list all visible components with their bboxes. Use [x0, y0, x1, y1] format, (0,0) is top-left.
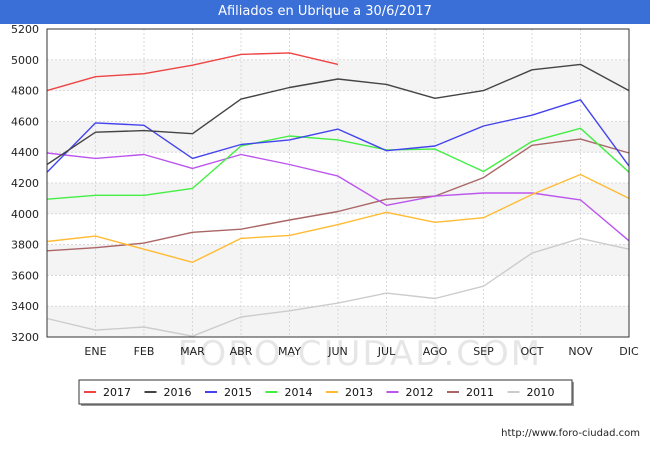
- plot-border: [46, 28, 630, 338]
- x-tick-label: JUN: [327, 345, 348, 358]
- y-tick-label: 5000: [11, 54, 39, 67]
- legend-label-2017: 2017: [103, 386, 131, 399]
- series-line-2010: [46, 237, 630, 337]
- y-tick-label: 4600: [11, 115, 39, 128]
- y-tick-label: 4000: [11, 208, 39, 221]
- legend-label-2013: 2013: [345, 386, 373, 399]
- x-tick-label: MAR: [180, 345, 205, 358]
- legend-label-2014: 2014: [285, 386, 313, 399]
- legend-label-2010: 2010: [527, 386, 555, 399]
- x-tick-label: AGO: [423, 345, 448, 358]
- y-tick-label: 3800: [11, 239, 39, 252]
- y-tick-label: 3400: [11, 300, 39, 313]
- x-tick-label: SEP: [473, 345, 494, 358]
- series-line-2011: [46, 138, 630, 252]
- legend-box: [78, 379, 573, 405]
- x-tick-label: NOV: [568, 345, 593, 358]
- legend-label-2011: 2011: [466, 386, 494, 399]
- legend-label-2015: 2015: [224, 386, 252, 399]
- series-line-2017: [46, 52, 339, 92]
- watermark: FORO-CIUDAD.COM: [178, 334, 542, 374]
- y-tick-label: 4200: [11, 177, 39, 190]
- y-tick-label: 3600: [11, 269, 39, 282]
- x-tick-label: ENE: [84, 345, 106, 358]
- x-tick-label: FEB: [134, 345, 155, 358]
- series-line-2014: [46, 127, 630, 200]
- x-tick-label: DIC: [619, 345, 639, 358]
- x-tick-label: OCT: [520, 345, 543, 358]
- x-tick-label: ABR: [230, 345, 253, 358]
- series-lines: [46, 52, 630, 337]
- x-tick-label: JUL: [377, 345, 396, 358]
- footer-url[interactable]: http://www.foro-ciudad.com: [501, 428, 640, 439]
- series-line-2016: [46, 63, 630, 166]
- title-bar: [0, 0, 650, 24]
- series-line-2013: [46, 173, 630, 263]
- legend-label-2016: 2016: [164, 386, 192, 399]
- x-tick-label: MAY: [278, 345, 301, 358]
- y-tick-label: 4400: [11, 146, 39, 159]
- x-axis-ticks: ENE FEB MAR ABR MAY JUN JUL AGO SEP OCT NOV DIC: [84, 345, 639, 358]
- series-line-2015: [46, 99, 630, 173]
- legend: 2017 2016 2015 2014 2013 2012 2011 2010: [78, 379, 574, 406]
- legend-label-2012: 2012: [406, 386, 434, 399]
- y-axis-ticks: 3200 3400 3600 3800 4000 4200 4400 4600 4800 5000…: [11, 23, 39, 344]
- y-tick-label: 3200: [11, 331, 39, 344]
- series-line-2012: [46, 152, 630, 242]
- y-tick-label: 5200: [11, 23, 39, 36]
- chart-title: Afiliados en Ubrique a 30/6/2017: [218, 4, 432, 19]
- y-tick-label: 4800: [11, 85, 39, 98]
